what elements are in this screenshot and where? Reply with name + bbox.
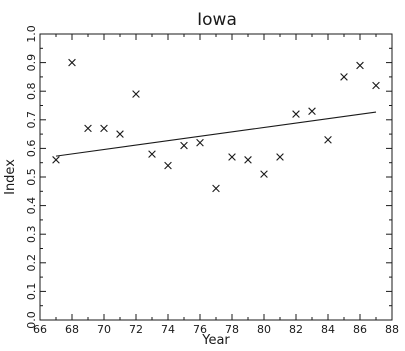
y-tick-label: 0.7 — [25, 111, 38, 129]
data-point — [356, 61, 364, 70]
y-tick-label: 1.0 — [25, 25, 38, 43]
y-tick-label: 0.2 — [25, 254, 38, 272]
x-tick-label: 78 — [225, 323, 239, 336]
data-point — [180, 141, 188, 150]
data-point — [148, 150, 156, 158]
data-point — [164, 161, 172, 170]
y-tick-label: 0.5 — [25, 168, 38, 186]
data-points — [52, 58, 380, 193]
x-tick-label: 86 — [353, 323, 367, 336]
data-point — [372, 81, 380, 90]
data-point — [228, 153, 236, 161]
data-point — [308, 107, 316, 116]
data-point — [212, 184, 220, 193]
x-axis-label: Year — [201, 333, 230, 348]
data-point — [260, 170, 268, 178]
x-tick-label: 70 — [97, 323, 111, 336]
data-point — [132, 90, 140, 98]
data-point — [292, 110, 300, 118]
data-point — [100, 124, 108, 133]
x-tick-label: 76 — [193, 323, 207, 336]
x-tick-label: 66 — [33, 323, 47, 336]
x-tick-label: 88 — [385, 323, 399, 336]
data-point — [276, 153, 284, 161]
data-point — [68, 58, 76, 67]
trend-line — [55, 111, 377, 157]
y-tick-label: 0.8 — [25, 82, 38, 100]
y-tick-label: 0.4 — [25, 197, 38, 215]
x-tick-label: 74 — [161, 323, 175, 336]
y-tick-label: 0.0 — [25, 311, 38, 329]
plot-frame — [39, 33, 393, 321]
y-axis-label: Index — [3, 159, 18, 195]
chart-title: Iowa — [197, 10, 237, 30]
data-point — [52, 156, 60, 164]
x-tick-label: 68 — [65, 323, 79, 336]
x-tick-label: 72 — [129, 323, 143, 336]
data-point — [84, 124, 92, 133]
x-axis: 66 68 70 72 74 76 78 80 82 84 86 88 — [33, 34, 399, 336]
data-point — [324, 136, 332, 144]
data-point — [244, 156, 252, 164]
y-tick-label: 0.9 — [25, 54, 38, 72]
y-tick-label: 0.1 — [25, 283, 38, 301]
data-point — [340, 73, 348, 81]
x-tick-label: 80 — [257, 323, 271, 336]
x-tick-label: 82 — [289, 323, 303, 336]
data-point — [196, 138, 204, 147]
data-point — [116, 130, 124, 138]
y-axis: 0.0 0.1 0.2 0.3 0.4 0.5 0.6 0.7 0.8 0.9 1.0 — [25, 25, 392, 329]
y-tick-label: 0.6 — [25, 140, 38, 158]
y-tick-label: 0.3 — [25, 225, 38, 243]
x-tick-label: 84 — [321, 323, 335, 336]
